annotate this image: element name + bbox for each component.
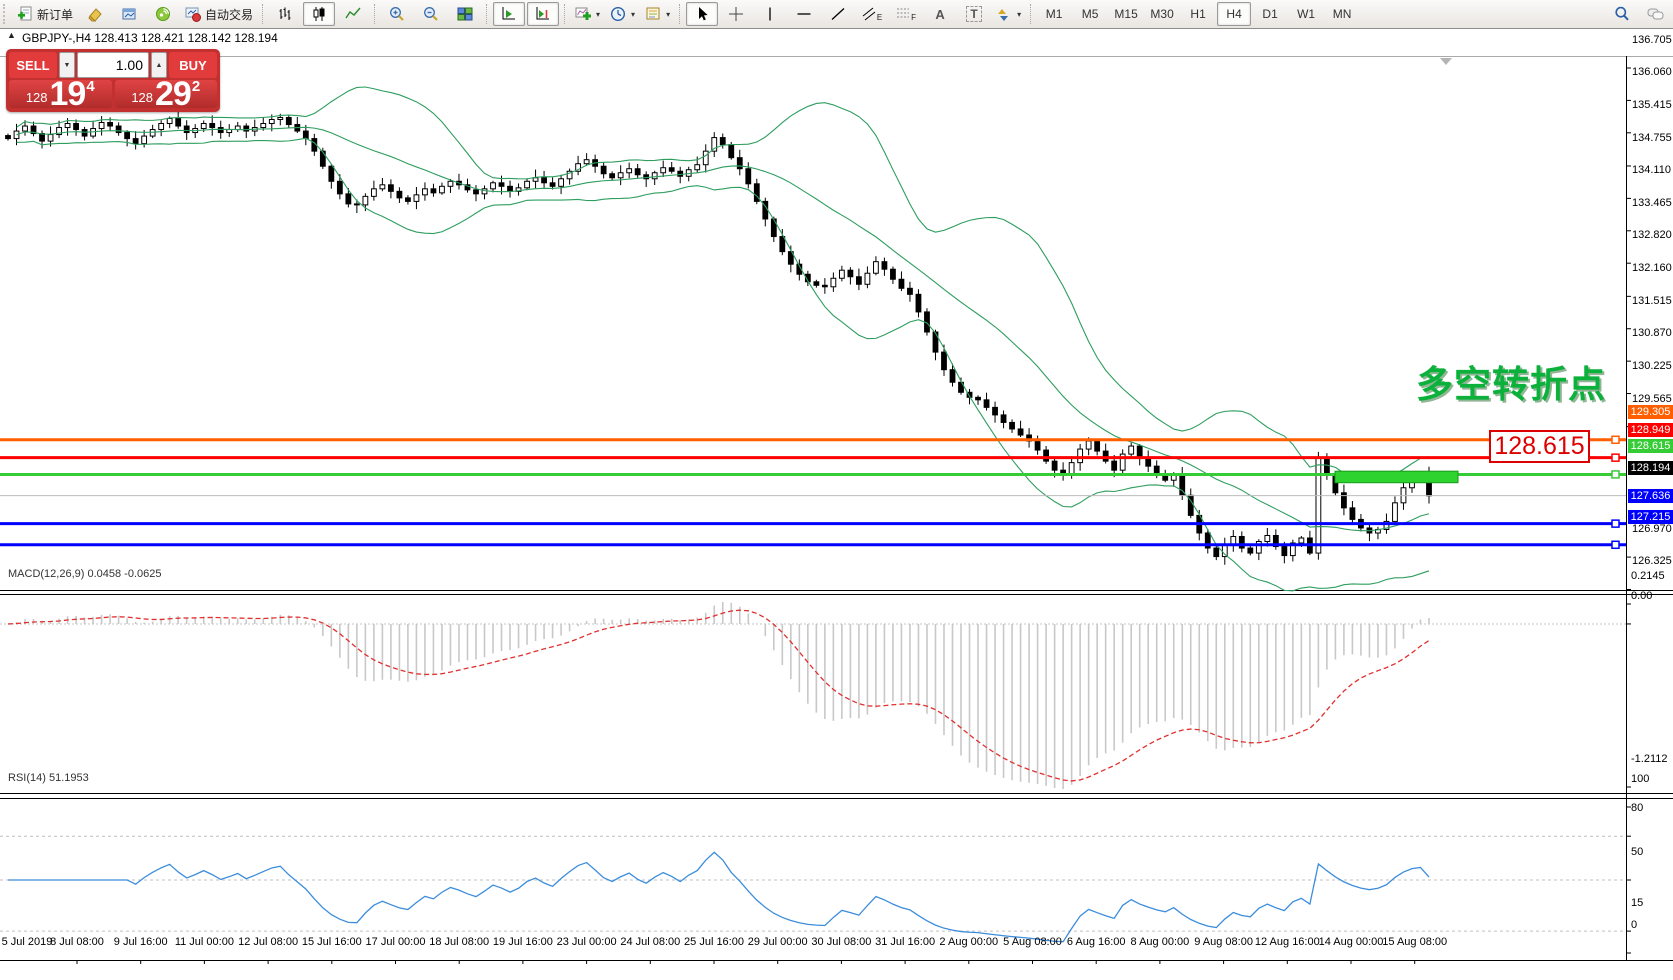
signals-icon (156, 7, 171, 21)
panel-collapse-icon[interactable]: ▲ (7, 30, 16, 40)
rsi-indicator-label: RSI(14) 51.1953 (8, 772, 89, 784)
price-callout-label[interactable]: 128.615 (1489, 430, 1590, 463)
zoom-in-button[interactable] (381, 2, 413, 26)
zoom-out-button[interactable] (415, 2, 447, 26)
ask-price-prefix: 128 (131, 90, 154, 105)
candlestick-chart-button[interactable] (303, 2, 336, 26)
macd-indicator-label: MACD(12,26,9) 0.0458 -0.0625 (8, 568, 162, 580)
autotrade-button[interactable]: 自动交易 (181, 2, 257, 26)
timeframe-m15[interactable]: M15 (1114, 7, 1138, 21)
cursor-tool-button[interactable] (686, 2, 719, 26)
channel-letter: E (876, 13, 883, 22)
trendline-icon (831, 8, 845, 20)
line-chart-icon (345, 7, 361, 19)
search-icon (1615, 6, 1629, 21)
chart-area[interactable] (0, 28, 1673, 964)
ask-price-big: 29 (155, 80, 192, 108)
timeframe-m30[interactable]: M30 (1150, 7, 1174, 21)
bid-price-big: 19 (49, 80, 87, 108)
volume-input[interactable]: 1.00 (77, 52, 149, 78)
timeframe-d1[interactable]: D1 (1262, 7, 1278, 21)
search-button[interactable] (1606, 2, 1638, 26)
volume-increase-button[interactable]: ▲ (151, 52, 167, 78)
symbol-ohlc-title: GBPJPY-,H4 128.413 128.421 128.142 128.1… (22, 31, 278, 45)
indicators-caret-icon: ▾ (596, 9, 601, 19)
bar-chart-button[interactable] (269, 2, 301, 26)
timeframe-h1[interactable]: H1 (1190, 7, 1206, 21)
text-label-tool-button[interactable]: T (958, 2, 990, 26)
horizontal-line-icon (797, 13, 811, 15)
window-icon (122, 8, 136, 20)
chart-shift-button[interactable] (527, 2, 560, 26)
arrows-caret-icon: ▾ (1017, 9, 1022, 19)
bid-price-pip: 4 (86, 80, 95, 95)
text-tool-icon: A (935, 6, 945, 22)
zoom-in-icon (390, 7, 404, 21)
fibonacci-tool-button[interactable]: F (890, 2, 922, 26)
vertical-line-icon (769, 7, 771, 21)
text-label-icon: T (966, 6, 982, 22)
crosshair-icon (729, 7, 744, 21)
ask-price-pip: 2 (191, 80, 201, 95)
fibonacci-icon (897, 8, 910, 18)
layouts-button[interactable] (79, 2, 111, 26)
timeframe-h4[interactable]: H4 (1217, 2, 1252, 26)
periods-button[interactable]: ▾ (606, 2, 639, 26)
timeframe-w1[interactable]: W1 (1297, 7, 1316, 21)
crosshair-tool-button[interactable] (720, 2, 752, 26)
timeframe-group: M1 M5 M15 M30 H1 H4 D1 W1 MN (1036, 0, 1360, 28)
indicators-icon (575, 7, 592, 20)
auto-scroll-button[interactable] (493, 2, 526, 26)
autotrade-label: 自动交易 (205, 7, 254, 22)
cursor-icon (699, 7, 708, 21)
timeframe-mn[interactable]: MN (1332, 7, 1352, 21)
channel-tool-button[interactable]: E (856, 2, 888, 26)
ask-price-button[interactable]: 128 29 2 (114, 80, 217, 108)
zoom-out-icon (424, 7, 438, 21)
clock-icon (611, 6, 626, 22)
timeframe-m5[interactable]: M5 (1081, 7, 1099, 21)
new-order-label: 新订单 (37, 7, 74, 22)
templates-button[interactable]: ▾ (641, 2, 674, 26)
auto-scroll-icon (502, 7, 516, 20)
chat-button[interactable] (1640, 2, 1672, 26)
arrows-tool-button[interactable]: ▾ (992, 2, 1025, 26)
market-watch-button[interactable] (113, 2, 145, 26)
buy-button[interactable]: BUY (169, 52, 217, 78)
bid-price-prefix: 128 (25, 90, 48, 105)
bid-price-button[interactable]: 128 19 4 (9, 80, 112, 108)
trendline-tool-button[interactable] (822, 2, 854, 26)
templates-caret-icon: ▾ (666, 9, 671, 19)
signals-button[interactable] (147, 2, 179, 26)
periods-caret-icon: ▾ (631, 9, 636, 19)
text-tool-button[interactable]: A (924, 2, 956, 26)
chart-canvas[interactable] (0, 28, 1673, 980)
horizontal-line-tool-button[interactable] (788, 2, 820, 26)
vertical-line-tool-button[interactable] (754, 2, 786, 26)
arrows-icon (998, 9, 1009, 21)
volume-decrease-button[interactable]: ▼ (59, 52, 75, 78)
new-order-icon (18, 6, 32, 21)
sell-button[interactable]: SELL (9, 52, 57, 78)
eraser-icon (88, 8, 102, 22)
chat-icon (1647, 8, 1664, 20)
indicators-button[interactable]: ▾ (571, 2, 604, 26)
one-click-trade-panel: SELL ▼ 1.00 ▲ BUY 128 19 4 128 29 2 (6, 49, 220, 112)
candlestick-chart-icon (313, 7, 325, 21)
tile-windows-button[interactable] (449, 2, 481, 26)
line-chart-button[interactable] (337, 2, 369, 26)
timeframe-m1[interactable]: M1 (1045, 7, 1063, 21)
channel-icon (862, 7, 876, 21)
bar-chart-icon (279, 7, 291, 20)
tile-windows-icon (457, 7, 473, 21)
chart-shift-icon (536, 7, 550, 20)
autotrade-icon (185, 7, 202, 22)
template-icon (646, 7, 660, 20)
toolbar-drag-handle[interactable] (3, 4, 9, 24)
fibonacci-letter: F (911, 13, 917, 22)
new-order-button[interactable]: 新订单 (13, 2, 77, 26)
chart-annotation-text: 多空转折点 (1416, 364, 1606, 405)
toolbar: 新订单 自动交易 (0, 0, 1673, 29)
